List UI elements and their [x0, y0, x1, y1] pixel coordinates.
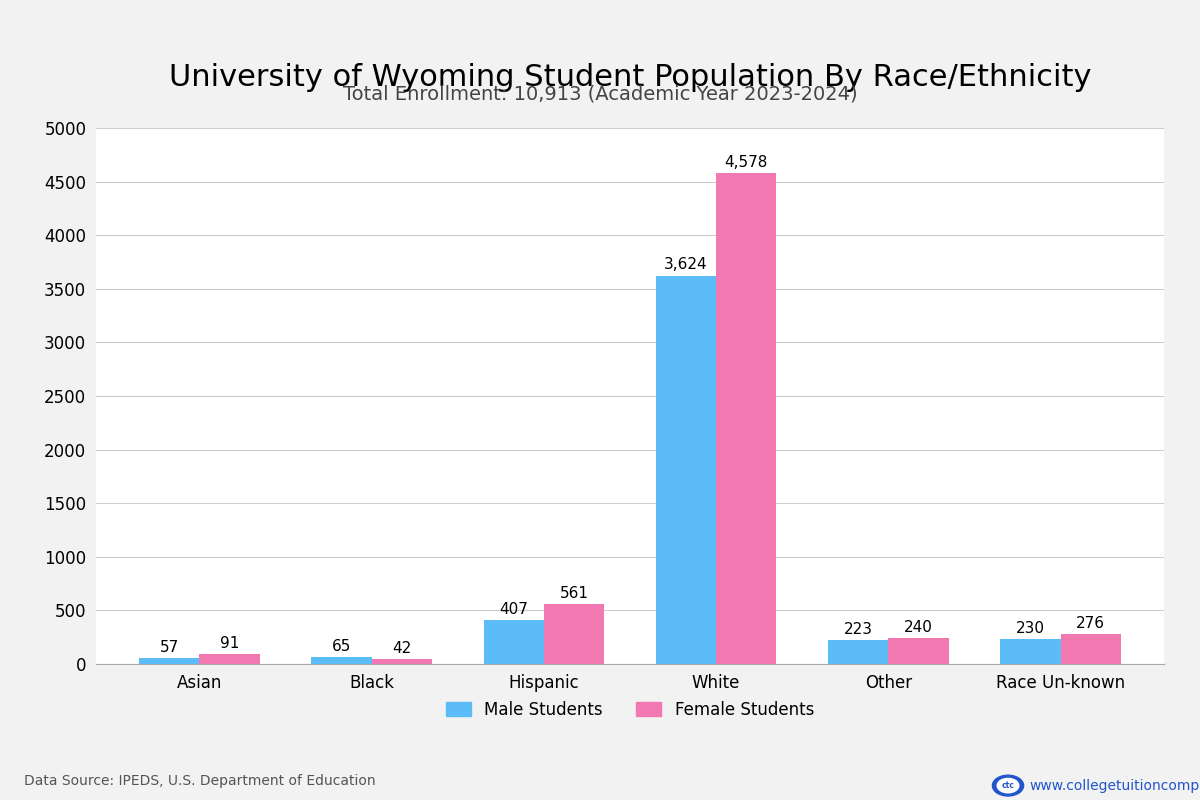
Text: Data Source: IPEDS, U.S. Department of Education: Data Source: IPEDS, U.S. Department of E…	[24, 774, 376, 788]
Text: 230: 230	[1016, 621, 1045, 636]
Legend: Male Students, Female Students: Male Students, Female Students	[439, 694, 821, 726]
Text: 4,578: 4,578	[725, 155, 768, 170]
Bar	[311, 657, 372, 664]
Bar	[656, 275, 716, 664]
Title: University of Wyoming Student Population By Race/Ethnicity: University of Wyoming Student Population…	[169, 63, 1091, 92]
Text: 240: 240	[904, 620, 932, 635]
Bar	[716, 174, 776, 664]
Text: 561: 561	[559, 586, 588, 601]
Bar	[1061, 634, 1121, 664]
Bar	[139, 658, 199, 664]
Text: Total Enrollment: 10,913 (Academic Year 2023-2024): Total Enrollment: 10,913 (Academic Year …	[343, 84, 857, 103]
Text: 65: 65	[331, 639, 352, 654]
Text: www.collegetuitioncompare.com: www.collegetuitioncompare.com	[1030, 778, 1200, 793]
Text: 3,624: 3,624	[664, 258, 708, 272]
Bar	[828, 640, 888, 664]
Text: 42: 42	[392, 642, 412, 656]
Text: 57: 57	[160, 640, 179, 654]
Bar	[888, 638, 949, 664]
Text: 91: 91	[220, 636, 239, 651]
Text: 407: 407	[499, 602, 528, 617]
Bar	[372, 659, 432, 664]
Text: ctc: ctc	[1002, 781, 1014, 790]
Bar	[199, 654, 259, 664]
Bar	[484, 620, 544, 664]
Text: 223: 223	[844, 622, 872, 637]
Bar	[544, 604, 604, 664]
Bar	[1001, 639, 1061, 664]
Text: 276: 276	[1076, 616, 1105, 631]
